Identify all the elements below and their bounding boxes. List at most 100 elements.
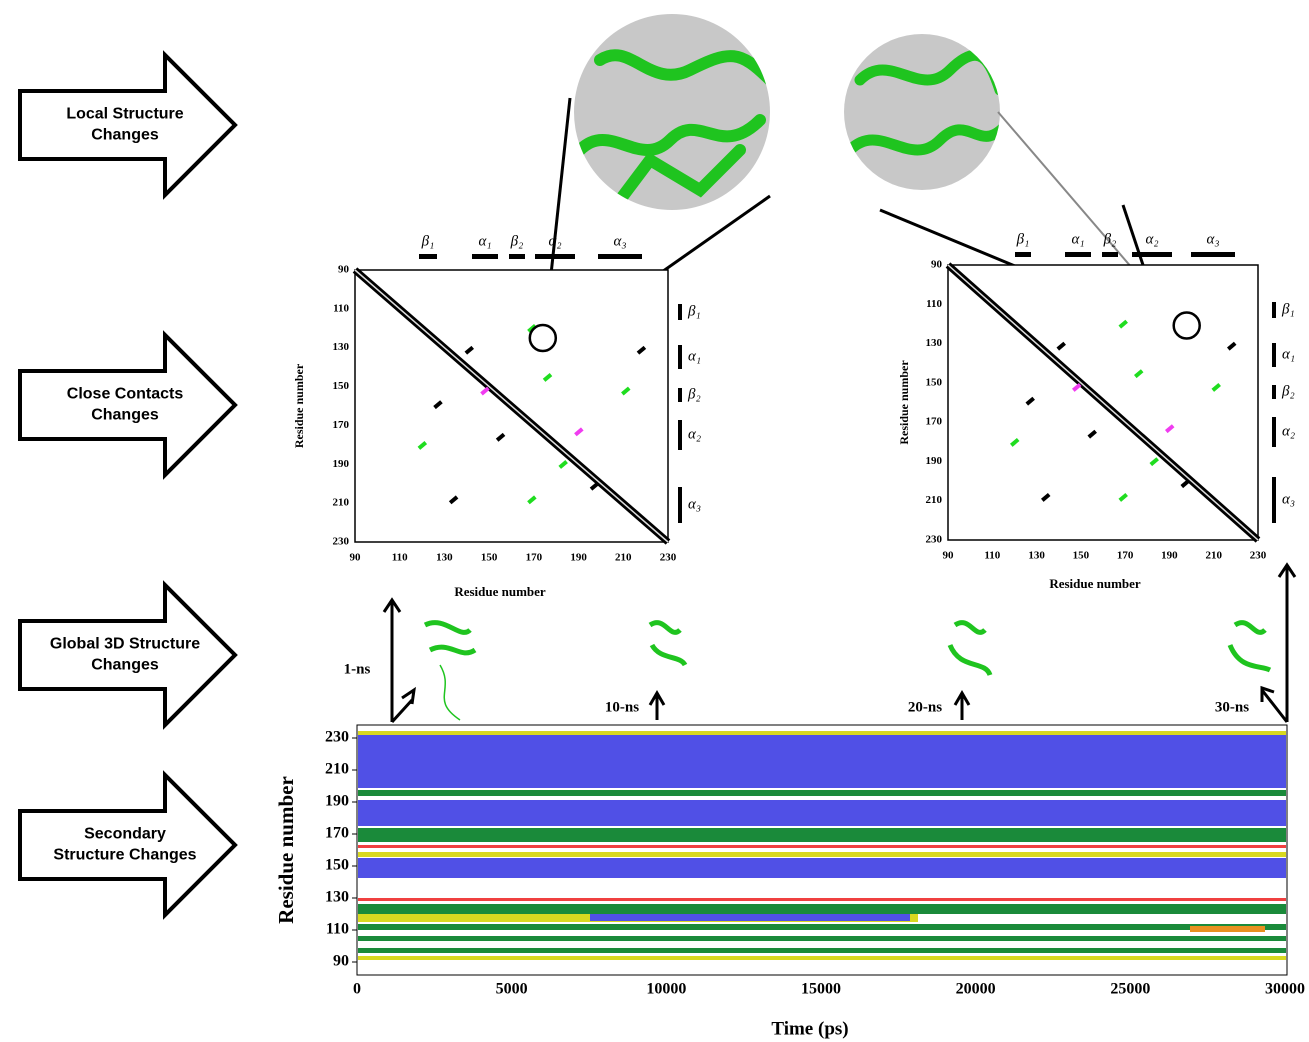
y-axis-label: Residue number	[897, 360, 911, 445]
stage-label: Structure Changes	[53, 847, 196, 864]
y-axis-label: Residue number	[274, 776, 298, 924]
contact	[1118, 492, 1128, 502]
pointer-arrows	[382, 562, 1297, 724]
contact	[636, 345, 647, 355]
y-tick-label: 90	[333, 953, 349, 970]
x-tick-label: 210	[1205, 550, 1222, 562]
x-axis-label: Residue number	[454, 584, 546, 599]
contact	[1211, 382, 1221, 392]
x-tick-label: 230	[660, 552, 677, 564]
ss-label: α₁	[688, 348, 701, 364]
ss-label: β₂	[1281, 383, 1295, 399]
contact	[542, 373, 553, 382]
y-tick-label: 150	[325, 857, 349, 874]
x-axis-label: Residue number	[1049, 576, 1141, 591]
stage-label: Changes	[91, 127, 159, 144]
ss-bar	[678, 420, 682, 450]
ss-label: α₁	[478, 233, 491, 249]
contact	[417, 441, 428, 450]
x-tick-label: 150	[1073, 550, 1090, 562]
y-tick-label: 170	[325, 825, 349, 842]
ss-bar	[509, 254, 525, 259]
stage-label: Secondary	[84, 826, 166, 843]
time-point-label: 30-ns	[1215, 699, 1249, 715]
y-tick-label: 190	[926, 455, 943, 467]
zoom-circle	[543, 14, 771, 342]
contact	[1056, 341, 1066, 351]
ss-bar	[1132, 252, 1172, 257]
x-tick-label: 90	[350, 552, 362, 564]
ss-bar	[1272, 477, 1276, 523]
y-tick-label: 90	[338, 264, 350, 276]
contact	[1025, 396, 1035, 406]
y-tick-label: 150	[333, 380, 350, 392]
ss-bar	[1065, 252, 1091, 257]
contact	[589, 481, 600, 491]
stage-label: Local Structure	[66, 106, 183, 123]
ss-bar	[1272, 343, 1276, 367]
x-tick-label: 10000	[646, 981, 686, 998]
x-tick-label: 230	[1250, 550, 1267, 562]
ss-bar	[678, 345, 682, 369]
ss-bar	[678, 487, 682, 523]
x-tick-label: 170	[526, 552, 543, 564]
ss-label: β₂	[1103, 231, 1117, 247]
ss-label: α₁	[1282, 346, 1295, 362]
contact	[480, 386, 490, 396]
ss-label: α₂	[688, 426, 701, 442]
x-tick-label: 90	[943, 550, 955, 562]
y-tick-label: 130	[325, 889, 349, 906]
y-tick-label: 150	[926, 376, 943, 388]
contact	[448, 495, 459, 505]
x-tick-label: 15000	[801, 981, 841, 998]
x-tick-label: 210	[615, 552, 632, 564]
stage-label: Global 3D Structure	[50, 636, 200, 653]
contact	[1165, 424, 1175, 434]
contact	[1149, 457, 1159, 467]
x-tick-label: 30000	[1265, 981, 1305, 998]
stage-label: Changes	[91, 657, 159, 674]
zoom-marker	[528, 323, 558, 353]
ss-bands	[356, 724, 1288, 976]
ss-bar	[535, 254, 575, 259]
ss-bar	[1272, 417, 1276, 447]
x-tick-label: 0	[353, 981, 361, 998]
y-tick-label: 230	[333, 536, 350, 548]
ss-label: β₂	[687, 386, 701, 402]
contact	[433, 400, 443, 410]
ss-label: α₃	[1282, 491, 1295, 507]
ss-bar	[678, 388, 682, 402]
contact	[621, 386, 631, 396]
ss-label: α₁	[1071, 231, 1084, 247]
y-tick-label: 110	[926, 298, 942, 310]
diagonal	[947, 264, 1259, 541]
y-tick-label: 190	[333, 458, 350, 470]
x-tick-label: 110	[392, 552, 408, 564]
contact	[527, 495, 537, 505]
x-tick-label: 170	[1117, 550, 1134, 562]
contact	[1180, 479, 1190, 489]
y-tick-label: 230	[325, 729, 349, 746]
contact	[574, 427, 584, 437]
y-tick-label: 190	[325, 793, 349, 810]
ss-bar	[472, 254, 498, 259]
stage-arrow	[18, 50, 238, 200]
ss-bar	[1272, 302, 1276, 318]
stage-arrow	[18, 330, 238, 480]
zoom-marker	[1172, 311, 1201, 340]
contact	[1072, 382, 1082, 392]
time-point-label: 20-ns	[908, 699, 942, 715]
y-tick-label: 90	[931, 259, 943, 271]
x-tick-label: 110	[984, 550, 1000, 562]
stage-label: Changes	[91, 407, 159, 424]
y-tick-label: 210	[325, 761, 349, 778]
y-tick-label: 110	[333, 302, 349, 314]
x-tick-label: 190	[570, 552, 587, 564]
stage-label: Close Contacts	[67, 386, 184, 403]
ss-label: α₂	[1145, 231, 1158, 247]
contact	[464, 345, 475, 355]
ss-bar	[1191, 252, 1235, 257]
ss-bar	[1272, 385, 1276, 399]
ss-label: β₁	[687, 303, 701, 319]
y-tick-label: 130	[333, 341, 350, 353]
